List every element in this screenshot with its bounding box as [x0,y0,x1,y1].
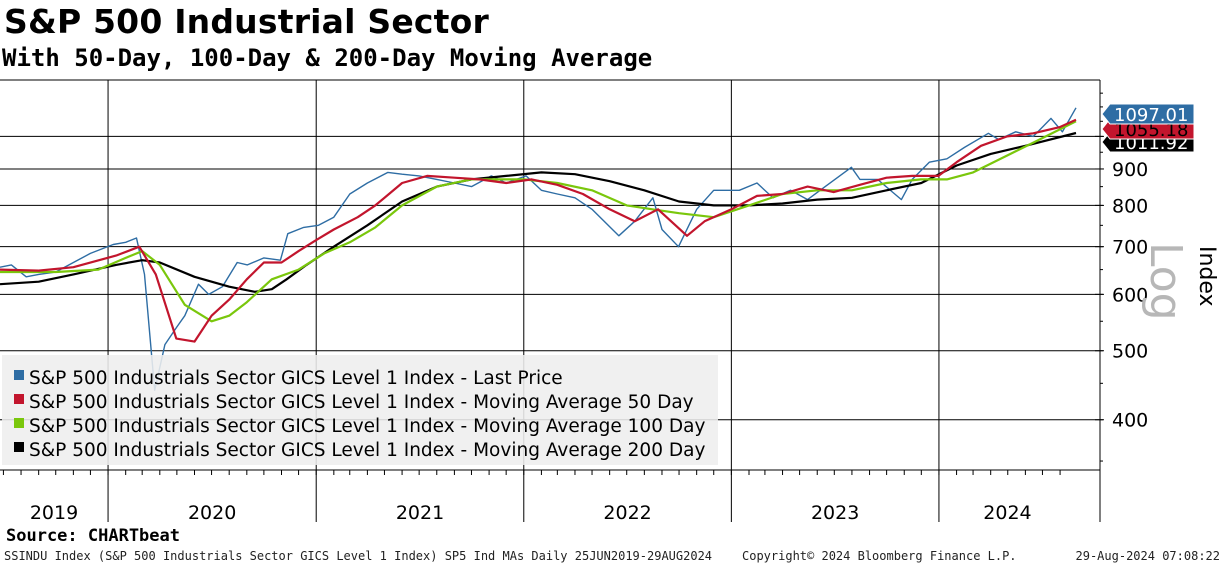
x-tick-label: 2023 [811,502,859,524]
y-axis-title: Index [1194,246,1219,307]
last-value-tag-label: 1055.18 [1114,120,1188,141]
y-tick-label: 800 [1112,195,1148,217]
series-line-ma50 [0,118,1077,343]
y-tick-label: 900 [1112,159,1148,181]
legend-background [2,355,718,465]
series-line-ma200 [0,131,1077,293]
last-value-tag-price: 1097.01 [1101,103,1195,126]
legend-label: S&P 500 Industrials Sector GICS Level 1 … [29,416,705,437]
chart-subtitle: With 50-Day, 100-Day & 200-Day Moving Av… [2,44,653,72]
footer-description: SSINDU Index (S&P 500 Industrials Sector… [4,549,713,563]
legend-label: S&P 500 Industrials Sector GICS Level 1 … [29,392,694,413]
y-tick-label: 600 [1112,284,1148,306]
chart-title: S&P 500 Industrial Sector [4,2,489,41]
last-value-tag-label: 1097.01 [1114,105,1188,126]
footer-copyright: Copyright© 2024 Bloomberg Finance L.P. [742,549,1017,563]
footer-timestamp: 29-Aug-2024 07:08:22 [1075,549,1221,563]
x-tick-label: 2022 [603,502,651,524]
last-value-tag-shape [1101,103,1195,125]
legend-swatch [14,394,24,404]
source-note: Source: CHARTbeat [6,526,180,546]
y-tick-label: 700 [1112,237,1148,259]
legend-label: S&P 500 Industrials Sector GICS Level 1 … [29,440,705,461]
x-tick-label: 2021 [396,502,444,524]
x-tick-label: 2024 [983,502,1031,524]
y-tick-label: 400 [1112,410,1148,432]
x-tick-label: 2019 [30,502,78,524]
series-line-price [0,107,1077,391]
legend-swatch [14,370,24,380]
y-tick-label: 500 [1112,341,1148,363]
log-scale-label: Log [1140,242,1191,321]
x-tick-label: 2020 [188,502,236,524]
legend-swatch [14,418,24,428]
legend-label: S&P 500 Industrials Sector GICS Level 1 … [29,368,563,389]
series-line-ma100 [0,120,1077,323]
legend-swatch [14,442,24,452]
legend: S&P 500 Industrials Sector GICS Level 1 … [2,355,718,465]
